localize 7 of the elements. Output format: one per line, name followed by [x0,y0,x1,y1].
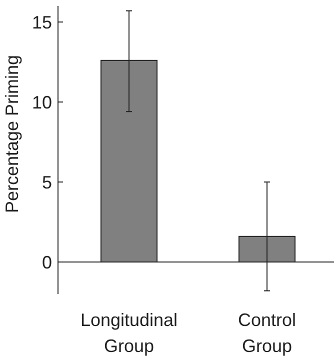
y-tick-label: 15 [32,12,52,32]
x-tick-label: Longitudinal Group [80,310,178,356]
y-axis-title: Percentage Priming [2,54,22,214]
y-tick-label: 0 [42,252,52,272]
y-tick-label: 10 [32,92,52,112]
x-tick-label: Control Group [238,310,296,356]
y-tick-label: 5 [42,172,52,192]
